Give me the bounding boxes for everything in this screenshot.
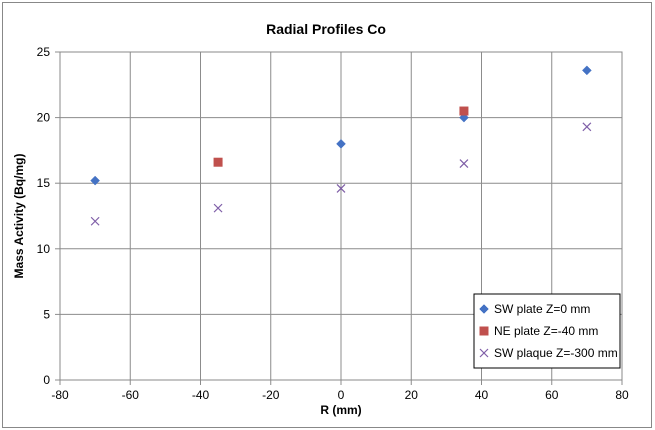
plot-area	[59, 51, 623, 381]
y-axis-label: Mass Activity (Bq/mg)	[12, 154, 26, 279]
x-tick-label: -60	[122, 388, 140, 402]
x-axis-label: R (mm)	[320, 403, 361, 417]
tick-labels: -80 -60 -40 -20 0 20 40 60 80 0 5 10 15 20 25	[37, 45, 629, 402]
diamond-data-point	[582, 65, 592, 76]
square-data-point	[213, 157, 223, 167]
x-legend-marker	[479, 348, 489, 358]
square-data-point	[459, 106, 469, 116]
x-tick-label: 40	[475, 388, 489, 402]
x-tick-label: -20	[262, 388, 280, 402]
legend-entry-label: NE plate Z=-40 mm	[494, 324, 598, 338]
x-tick-label: -80	[51, 388, 69, 402]
x-data-point	[336, 184, 346, 193]
x-tick-label: 60	[545, 388, 559, 402]
y-tick-label: 20	[37, 111, 51, 125]
x-data-point	[90, 216, 100, 226]
diamond-data-point	[90, 175, 100, 186]
legend-entry-label: SW plaque Z=-300 mm	[494, 346, 618, 360]
diamond-legend-marker	[479, 304, 489, 314]
x-data-point	[459, 159, 469, 168]
x-tick-label: 0	[338, 388, 345, 402]
y-tick-label: 10	[37, 242, 51, 256]
y-tick-label: 25	[37, 45, 51, 59]
x-tick-label: 80	[615, 388, 629, 402]
square-legend-marker	[479, 326, 489, 336]
data-points	[90, 65, 592, 226]
diamond-data-point	[336, 138, 346, 149]
x-data-point	[213, 203, 223, 213]
legend: SW plate Z=0 mm NE plate Z=-40 mm SW plaqu…	[473, 293, 621, 369]
legend-entry-label: SW plate Z=0 mm	[494, 302, 590, 316]
legend-box	[473, 293, 621, 369]
x-tick-label: -40	[192, 388, 210, 402]
y-tick-label: 15	[37, 176, 51, 190]
y-tick-label: 5	[43, 307, 50, 321]
y-tick-label: 0	[43, 373, 50, 387]
x-tick-label: 20	[405, 388, 419, 402]
x-data-point	[582, 122, 592, 132]
chart-title: Radial Profiles Co	[266, 21, 386, 37]
